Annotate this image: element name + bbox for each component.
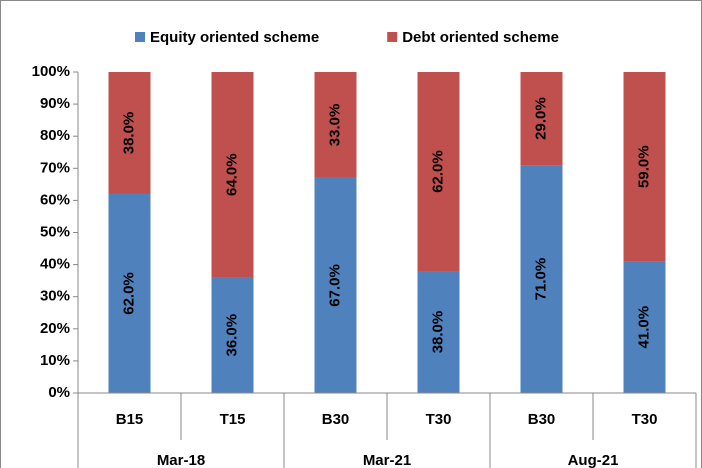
y-tick-label: 90%: [40, 95, 70, 112]
group-label: Mar-18: [157, 452, 205, 468]
bar-segment: [417, 271, 460, 393]
y-tick-label: 50%: [40, 223, 70, 240]
legend-swatch: [387, 32, 398, 42]
bar-segment: [211, 277, 254, 393]
group-label: Aug-21: [568, 452, 619, 468]
value-label: 62.0%: [429, 150, 446, 193]
x-tick-label: B30: [528, 411, 556, 428]
bar-segment: [623, 261, 666, 393]
x-tick-label: T15: [220, 411, 246, 428]
legend-label: Equity oriented scheme: [150, 29, 319, 46]
value-label: 67.0%: [326, 264, 343, 307]
y-tick-label: 10%: [40, 352, 70, 369]
value-label: 41.0%: [635, 306, 652, 349]
bar-segment: [108, 193, 151, 393]
y-tick-label: 80%: [40, 127, 70, 144]
bar-segment: [108, 72, 151, 194]
x-tick-label: B15: [116, 411, 144, 428]
y-tick-label: 60%: [40, 191, 70, 208]
group-label: Mar-21: [363, 452, 411, 468]
x-tick-label: B30: [322, 411, 350, 428]
bar-segment: [314, 177, 357, 393]
x-tick-label: T30: [632, 411, 658, 428]
y-tick-label: 100%: [32, 63, 70, 80]
y-tick-label: 40%: [40, 256, 70, 273]
bar-segment: [520, 72, 563, 166]
legend-label: Debt oriented scheme: [402, 29, 559, 46]
bar-segment: [623, 72, 666, 262]
value-label: 38.0%: [120, 112, 137, 155]
value-label: 36.0%: [223, 314, 240, 357]
x-tick-label: T30: [426, 411, 452, 428]
bar-segment: [211, 72, 254, 278]
value-label: 62.0%: [120, 272, 137, 315]
y-tick-label: 20%: [40, 320, 70, 337]
value-label: 33.0%: [326, 104, 343, 147]
bar-segment: [417, 72, 460, 272]
value-label: 71.0%: [532, 258, 549, 301]
value-label: 29.0%: [532, 97, 549, 140]
y-tick-label: 30%: [40, 288, 70, 305]
bar-segment: [314, 72, 357, 178]
y-tick-label: 70%: [40, 159, 70, 176]
value-label: 64.0%: [223, 153, 240, 196]
y-tick-label: 0%: [48, 384, 70, 401]
bar-segment: [520, 165, 563, 393]
value-label: 38.0%: [429, 311, 446, 354]
legend-swatch: [135, 32, 145, 42]
value-label: 59.0%: [635, 145, 652, 188]
